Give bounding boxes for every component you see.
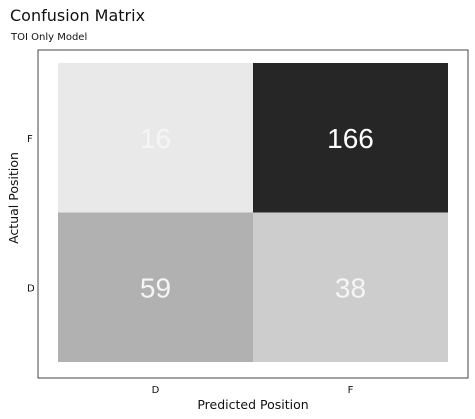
y-tick-label: D — [27, 283, 35, 294]
heatmap-cell-actual-F-predicted-D — [58, 63, 253, 213]
cell-value-label: 16 — [140, 123, 171, 154]
heatmap-cell-actual-D-predicted-D — [58, 212, 253, 362]
x-tick-label: F — [348, 385, 354, 396]
cell-value-label: 59 — [140, 272, 171, 303]
heatmap-cell-actual-D-predicted-F — [253, 212, 448, 362]
y-axis-label: Actual Position — [6, 152, 21, 244]
cell-value-label: 38 — [335, 272, 366, 303]
plot-frame — [37, 49, 469, 379]
heatmap-cells: 16 166 59 38 — [58, 63, 448, 362]
heatmap-cell-actual-F-predicted-F — [253, 63, 448, 213]
x-tick-label: D — [152, 385, 160, 396]
chart-subtitle: TOI Only Model — [10, 32, 87, 43]
cell-value-label: 166 — [327, 123, 374, 154]
chart-title: Confusion Matrix — [10, 6, 145, 25]
y-tick-label: F — [27, 134, 33, 145]
x-axis-label: Predicted Position — [197, 397, 308, 412]
axis-ticks: D F D F — [27, 134, 354, 396]
